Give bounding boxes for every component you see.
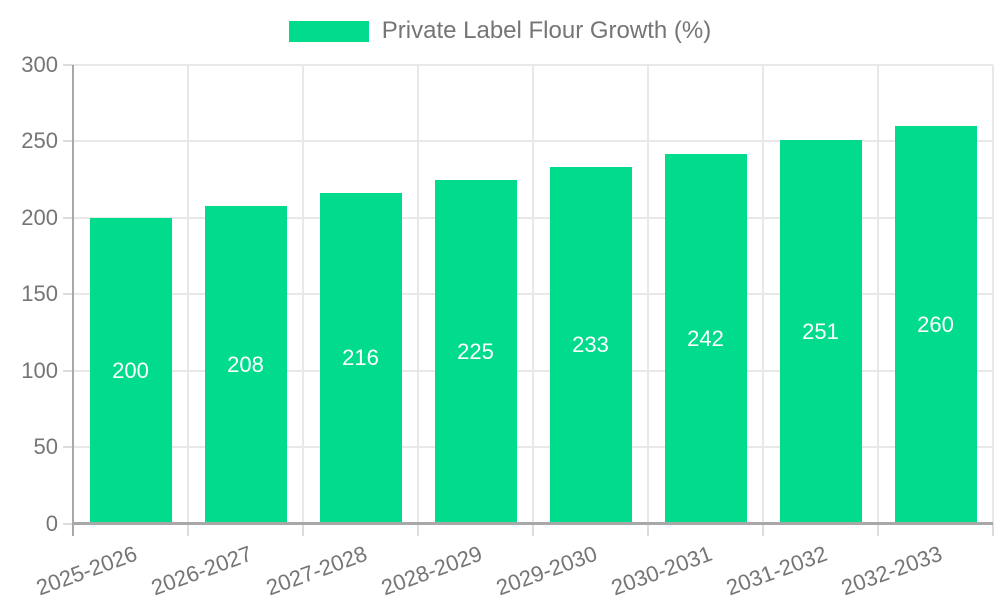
- y-axis-tick: [63, 369, 73, 372]
- bar-value-label: 216: [342, 345, 379, 371]
- x-axis-tick: [302, 523, 304, 536]
- legend-swatch-icon[interactable]: [288, 20, 369, 42]
- x-axis-tick-label: 2028-2029: [378, 540, 486, 600]
- bar-value-label: 208: [227, 351, 264, 377]
- bar-value-label: 225: [457, 338, 494, 364]
- x-axis-tick: [762, 523, 764, 536]
- bar[interactable]: 233: [549, 167, 632, 524]
- y-axis-tick: [63, 522, 73, 525]
- gridline-v: [762, 65, 764, 524]
- x-axis-tick-label: 2025-2026: [33, 540, 141, 600]
- bar[interactable]: 200: [89, 217, 172, 524]
- y-axis-tick-label: 50: [33, 434, 58, 460]
- bar-value-label: 200: [112, 357, 149, 383]
- bar[interactable]: 242: [664, 153, 747, 524]
- gridline-v: [992, 65, 994, 524]
- y-axis-tick-label: 100: [21, 357, 58, 383]
- bar-value-label: 233: [572, 332, 609, 358]
- bar[interactable]: 251: [779, 139, 862, 524]
- x-axis-tick-label: 2029-2030: [493, 540, 601, 600]
- plot-area: 200 208 216 225 233 242 251 260: [63, 64, 994, 536]
- y-axis-tick-label: 150: [21, 281, 58, 307]
- y-axis-tick: [63, 293, 73, 296]
- x-axis-tick: [647, 523, 649, 536]
- x-axis-tick-label: 2027-2028: [263, 540, 371, 600]
- y-axis-tick: [63, 140, 73, 143]
- x-axis-tick-label: 2032-2033: [838, 540, 946, 600]
- y-axis-tick-label: 250: [21, 128, 58, 154]
- bar[interactable]: 225: [434, 179, 517, 524]
- x-axis-tick: [877, 523, 879, 536]
- bar[interactable]: 208: [204, 205, 287, 524]
- gridline-v: [187, 65, 189, 524]
- x-axis-tick: [187, 523, 189, 536]
- x-axis-tick: [532, 523, 534, 536]
- legend-label[interactable]: Private Label Flour Growth (%): [381, 17, 712, 44]
- x-axis-tick: [417, 523, 419, 536]
- y-axis-tick-label: 0: [45, 510, 58, 536]
- x-axis-tick-label: 2026-2027: [148, 540, 256, 600]
- bar-value-label: 260: [917, 311, 954, 337]
- bar[interactable]: 216: [319, 193, 402, 524]
- y-axis-tick: [63, 64, 73, 66]
- bar-value-label: 251: [802, 318, 839, 344]
- y-axis-tick-label: 300: [21, 52, 58, 77]
- y-axis-line: [72, 65, 74, 536]
- gridline-v: [532, 65, 534, 524]
- x-axis-line: [73, 522, 993, 525]
- y-axis-tick: [63, 446, 73, 449]
- gridline-v: [302, 65, 304, 524]
- gridline-v: [417, 65, 419, 524]
- y-axis-tick-label: 200: [21, 204, 58, 230]
- y-axis-tick: [63, 216, 73, 219]
- x-axis-tick-label: 2031-2032: [723, 540, 831, 600]
- x-axis-tick-label: 2030-2031: [608, 540, 716, 600]
- x-axis-tick: [992, 523, 994, 536]
- chart-legend[interactable]: Private Label Flour Growth (%): [0, 16, 1000, 46]
- gridline-v: [647, 65, 649, 524]
- gridline-v: [877, 65, 879, 524]
- bar-value-label: 242: [687, 325, 724, 351]
- bar[interactable]: 260: [894, 126, 977, 524]
